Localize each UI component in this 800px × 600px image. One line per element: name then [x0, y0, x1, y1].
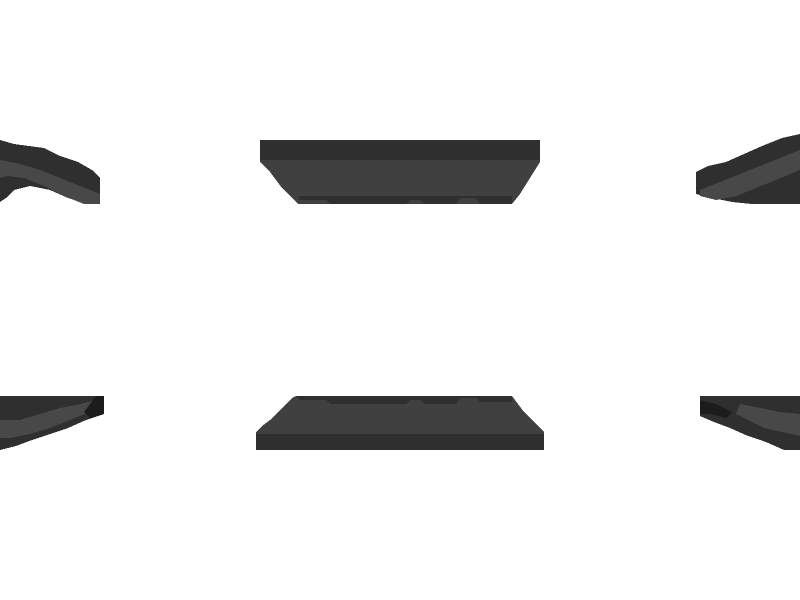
- tile-bottom-center: [256, 396, 544, 450]
- tile-top-right-stripe: [700, 150, 800, 200]
- tile-bottom-center-edge: [256, 434, 544, 450]
- tile-top-center-edge: [260, 140, 540, 160]
- tile-top-left-stripe: [0, 160, 100, 204]
- tile-top-right: [696, 134, 800, 204]
- tile-top-center: [260, 140, 540, 204]
- tile-top-center-underside: [298, 196, 512, 204]
- tile-bottom-right-stripe: [736, 404, 800, 436]
- tile-bottom-right-shadow: [700, 400, 732, 418]
- tile-bottom-center-lip: [296, 396, 512, 404]
- tile-bottom-right: [700, 396, 800, 450]
- tile-bottom-left-shadow: [84, 396, 104, 418]
- tile-top-left: [0, 140, 100, 204]
- tile-bottom-left-stripe: [0, 400, 96, 438]
- tile-bottom-left: [0, 396, 104, 450]
